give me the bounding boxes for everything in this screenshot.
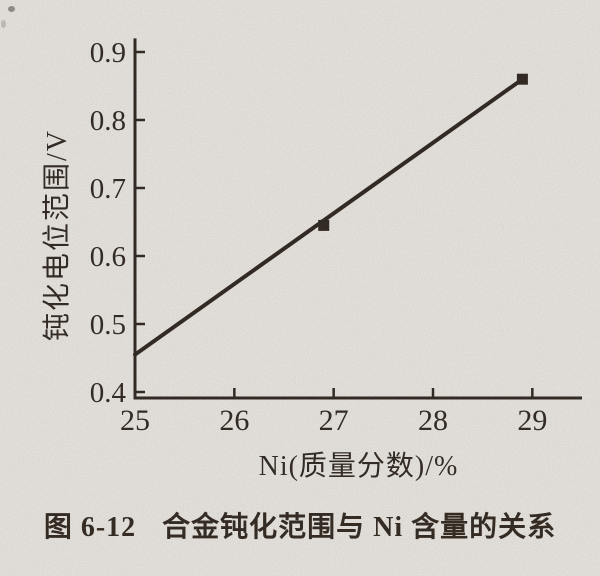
y-tick-label: 0.8 <box>90 105 126 137</box>
y-axis-title: 钝化电位范围/V <box>42 129 73 342</box>
data-point-marker <box>318 219 330 231</box>
y-tick-label: 0.5 <box>90 309 126 341</box>
scan-speck <box>1 20 6 28</box>
y-tick-label: 0.9 <box>90 37 126 69</box>
x-tick-label: 25 <box>120 404 150 437</box>
x-tick-label: 27 <box>319 404 349 437</box>
figure-caption: 图 6-12 合金钝化范围与 Ni 含量的关系 <box>0 505 600 545</box>
y-tick-label: 0.7 <box>90 173 126 205</box>
x-tick-label: 29 <box>517 404 547 437</box>
x-tick-label: 26 <box>219 404 249 437</box>
scan-speck <box>8 6 15 12</box>
figure-title: 合金钝化范围与 Ni 含量的关系 <box>162 512 557 543</box>
data-point-marker <box>516 73 528 85</box>
y-tick-label: 0.6 <box>90 241 126 273</box>
x-axis-title: Ni(质量分数)/% <box>258 451 459 482</box>
figure-number: 图 6-12 <box>43 512 137 543</box>
data-line <box>133 77 525 357</box>
x-tick-label: 28 <box>418 404 448 437</box>
